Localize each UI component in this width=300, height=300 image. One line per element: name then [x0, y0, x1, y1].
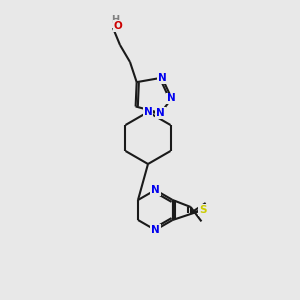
Text: N: N — [158, 73, 166, 83]
Text: N: N — [151, 185, 160, 195]
Text: H: H — [111, 15, 119, 25]
Text: N: N — [167, 94, 176, 103]
Text: S: S — [199, 205, 206, 215]
Text: O: O — [114, 21, 122, 31]
Text: N: N — [144, 107, 152, 117]
Text: N: N — [156, 108, 165, 118]
Text: N: N — [151, 225, 160, 235]
